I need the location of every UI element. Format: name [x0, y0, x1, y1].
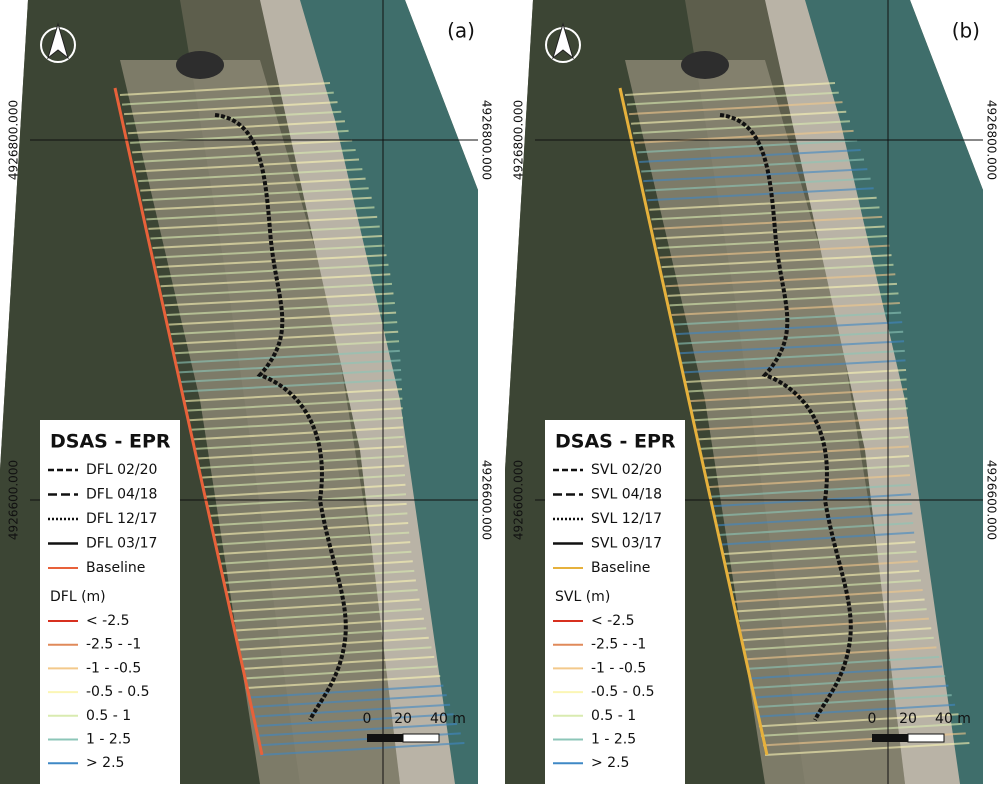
map-panel: 4926800.000 4926800.000 4926600.000 4926600… [0, 0, 494, 784]
scale-bar [908, 734, 944, 742]
legend-label: SVL 12/17 [591, 511, 662, 527]
legend-label: -1 - -0.5 [86, 660, 141, 676]
coordinate-label: 4926600.000 [480, 460, 494, 540]
scale-bar [872, 734, 908, 742]
map-panel: 4926800.000 4926800.000 4926600.000 4926600… [505, 0, 997, 784]
scale-bar [403, 734, 439, 742]
coordinate-label: 4926600.000 [7, 460, 21, 540]
scale-label: 0 [363, 711, 372, 727]
legend-label: > 2.5 [86, 755, 124, 771]
legend-label: 1 - 2.5 [591, 732, 636, 748]
coordinate-label: 4926600.000 [512, 460, 526, 540]
coordinate-label: 4926800.000 [480, 100, 494, 180]
legend-label: Baseline [86, 560, 145, 576]
legend-label: > 2.5 [591, 755, 629, 771]
legend-label: < -2.5 [86, 613, 130, 629]
legend-label: DFL 03/17 [86, 536, 157, 552]
legend-label: 0.5 - 1 [86, 708, 131, 724]
legend-label: 1 - 2.5 [86, 732, 131, 748]
scale-bar [367, 734, 403, 742]
legend-label: SVL 03/17 [591, 536, 662, 552]
panel-label: (a) [447, 19, 475, 43]
legend-subtitle: SVL (m) [555, 589, 610, 605]
scale-label: 0 [868, 711, 877, 727]
legend-label: -1 - -0.5 [591, 660, 646, 676]
legend-label: Baseline [591, 560, 650, 576]
house [681, 51, 729, 79]
legend-label: DFL 04/18 [86, 487, 157, 503]
coordinate-label: 4926800.000 [7, 100, 21, 180]
figure: 4926800.000 4926800.000 4926600.000 4926600… [0, 0, 997, 784]
legend-label: SVL 04/18 [591, 487, 662, 503]
coordinate-label: 4926800.000 [985, 100, 997, 180]
legend-label: -2.5 - -1 [86, 637, 141, 653]
house [176, 51, 224, 79]
legend-label: < -2.5 [591, 613, 635, 629]
scale-label: 20 [899, 711, 917, 727]
legend-label: SVL 02/20 [591, 462, 662, 478]
legend-label: DFL 12/17 [86, 511, 157, 527]
legend-title: DSAS - EPR [555, 431, 676, 453]
legend-label: 0.5 - 1 [591, 708, 636, 724]
legend-subtitle: DFL (m) [50, 589, 106, 605]
legend-label: DFL 02/20 [86, 462, 157, 478]
legend-title: DSAS - EPR [50, 431, 171, 453]
legend-label: -2.5 - -1 [591, 637, 646, 653]
scale-label: 40 m [430, 711, 466, 727]
scale-label: 40 m [935, 711, 971, 727]
panel-label: (b) [952, 19, 980, 43]
legend-label: -0.5 - 0.5 [591, 684, 655, 700]
scale-label: 20 [394, 711, 412, 727]
coordinate-label: 4926600.000 [985, 460, 997, 540]
coordinate-label: 4926800.000 [512, 100, 526, 180]
legend-label: -0.5 - 0.5 [86, 684, 150, 700]
